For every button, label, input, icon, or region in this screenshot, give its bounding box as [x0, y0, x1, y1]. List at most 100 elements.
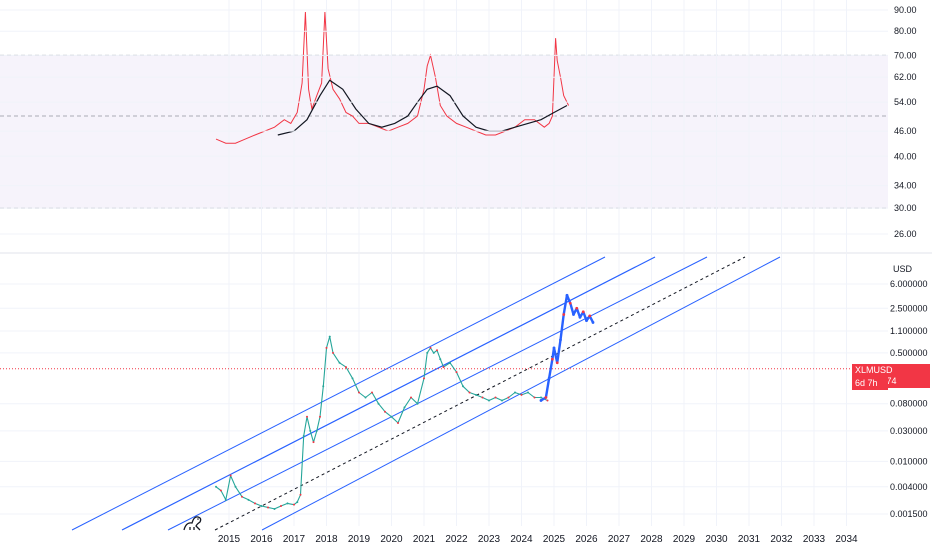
channel-line-median — [167, 256, 708, 531]
price-tick-label: 2.500000 — [890, 303, 928, 313]
time-tick-label: 2021 — [413, 534, 436, 545]
price-point-0-28 — [351, 377, 354, 380]
price-point-0-39 — [423, 377, 425, 380]
price-point-1-9 — [568, 301, 572, 305]
price-countdown: 6d 7h — [852, 377, 888, 390]
price-point-0-44 — [439, 358, 442, 361]
time-tick-label: 2019 — [348, 534, 371, 545]
price-point-0-21 — [319, 415, 321, 418]
oscillator-tick-label: 46.00 — [894, 126, 917, 136]
time-tick-label: 2023 — [478, 534, 501, 545]
price-point-1-7 — [562, 313, 566, 316]
price-point-0-26 — [338, 361, 341, 364]
oscillator-series-line-1 — [277, 79, 568, 136]
price-point-0-55 — [507, 396, 510, 399]
price-point-0-50 — [475, 393, 477, 396]
countdown-text: 6d 7h — [855, 378, 878, 388]
price-series-line-0 — [215, 336, 548, 510]
time-tick-label: 2022 — [445, 534, 468, 545]
price-point-1-16 — [591, 321, 595, 324]
price-point-1-3 — [550, 357, 554, 361]
price-point-1-5 — [555, 361, 559, 365]
price-point-0-25 — [332, 351, 334, 354]
price-point-1-6 — [559, 338, 562, 342]
price-point-0-35 — [397, 421, 399, 424]
price-point-1-15 — [588, 314, 592, 318]
oscillator-band — [0, 55, 888, 209]
price-point-0-37 — [410, 396, 412, 399]
time-axis: 2015 2016 2017 2018 2019 2020 2021 2022 2023 2024… — [218, 534, 858, 545]
time-tick-label: 2015 — [218, 534, 241, 545]
price-point-1-14 — [585, 319, 588, 323]
price-point-0-30 — [364, 396, 367, 399]
oscillator-tick-label: 70.00 — [894, 50, 917, 60]
time-tick-label: 2020 — [380, 534, 403, 545]
price-point-0-29 — [358, 391, 360, 394]
price-point-1-13 — [581, 310, 585, 314]
price-panel: 6.000000 2.500000 1.100000 0.500000 0.080000… — [0, 254, 928, 545]
oscillator-tick-label: 26.00 — [894, 229, 917, 239]
price-tick-label: 0.004000 — [890, 482, 928, 492]
price-point-0-36 — [403, 406, 406, 409]
price-tick-label: 0.001500 — [890, 509, 928, 519]
oscillator-tick-label: 80.00 — [894, 26, 917, 36]
price-point-0-49 — [468, 391, 471, 394]
price-point-0-17 — [306, 415, 308, 418]
price-point-1-2 — [547, 376, 551, 380]
price-point-0-9 — [267, 506, 269, 509]
price-point-1-1 — [544, 396, 548, 399]
regression-channel — [71, 256, 781, 531]
channel-line-lower — [261, 256, 781, 531]
price-point-0-11 — [280, 505, 282, 508]
time-tick-label: 2030 — [705, 534, 728, 545]
time-tick-label: 2034 — [835, 534, 858, 545]
oscillator-panel: 90.00 80.00 70.00 62.00 54.00 46.00 40.00 34.00… — [0, 0, 917, 252]
tradingview-logo-icon — [183, 516, 202, 531]
price-point-0-42 — [432, 351, 435, 354]
price-point-0-41 — [429, 346, 432, 349]
oscillator-tick-label: 62.00 — [894, 72, 917, 82]
price-point-1-0 — [539, 399, 543, 402]
price-point-0-46 — [449, 361, 451, 364]
time-tick-label: 2025 — [543, 534, 566, 545]
time-tick-label: 2017 — [283, 534, 306, 545]
time-tick-label: 2031 — [738, 534, 761, 545]
price-point-0-19 — [312, 441, 315, 444]
price-point-0-15 — [299, 493, 302, 496]
price-horizontal-grid — [0, 283, 888, 515]
price-point-1-4 — [552, 346, 556, 350]
price-point-0-32 — [377, 402, 380, 405]
oscillator-tick-label: 30.00 — [894, 203, 917, 213]
oscillator-tick-label: 40.00 — [894, 151, 917, 161]
price-point-0-31 — [371, 391, 373, 394]
price-point-0-8 — [260, 505, 263, 508]
price-point-1-12 — [578, 315, 582, 319]
price-tick-label: 0.030000 — [890, 426, 928, 436]
price-point-0-7 — [254, 502, 256, 505]
time-tick-label: 2018 — [315, 534, 338, 545]
time-tick-label: 2024 — [510, 534, 533, 545]
channel-line-upper-mid — [121, 256, 656, 531]
time-tick-label: 2033 — [803, 534, 826, 545]
price-tag-symbol: XLMUSD — [855, 365, 893, 375]
oscillator-series-line-0 — [215, 11, 570, 144]
price-point-0-12 — [286, 502, 289, 505]
price-point-0-40 — [426, 351, 429, 354]
price-point-0-13 — [293, 503, 295, 506]
price-point-0-43 — [436, 349, 438, 352]
price-point-0-53 — [494, 396, 497, 399]
price-point-0-23 — [325, 346, 328, 349]
price-point-0-60 — [540, 396, 542, 399]
price-point-0-54 — [501, 399, 503, 402]
price-point-0-47 — [455, 371, 458, 374]
y-axis-unit: USD — [893, 264, 913, 274]
price-point-0-59 — [533, 396, 536, 399]
time-tick-label: 2027 — [608, 534, 631, 545]
time-tick-label: 2032 — [770, 534, 793, 545]
oscillator-y-axis: 90.00 80.00 70.00 62.00 54.00 46.00 40.00 34.00… — [0, 5, 917, 239]
price-point-0-34 — [390, 415, 393, 418]
price-point-0-33 — [384, 410, 386, 413]
price-point-0-16 — [302, 434, 305, 437]
price-point-0-14 — [296, 501, 299, 504]
